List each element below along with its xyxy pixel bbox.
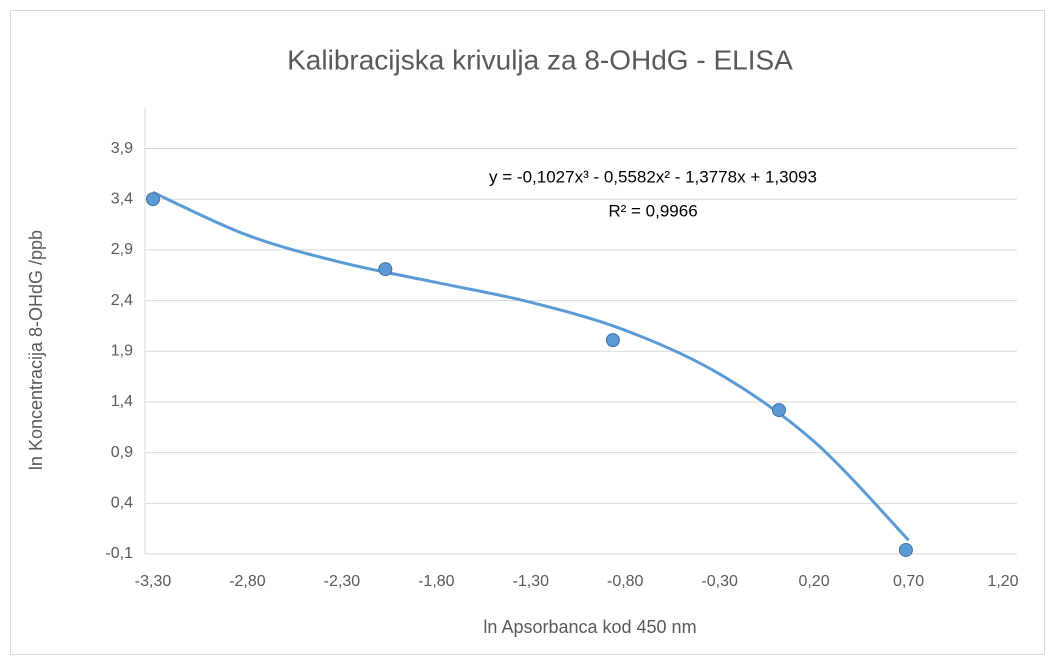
- y-tick-label: 1,9: [111, 342, 133, 359]
- x-tick-label: 1,20: [987, 573, 1018, 590]
- y-tick-label: 2,4: [111, 292, 133, 309]
- y-tick-label: 2,9: [111, 241, 133, 258]
- y-tick-label: 0,4: [111, 495, 133, 512]
- data-point: [146, 192, 160, 207]
- chart-title: Kalibracijska krivulja za 8-OHdG - ELISA: [287, 44, 793, 75]
- x-axis-label: ln Apsorbanca kod 450 nm: [483, 617, 696, 637]
- x-tick-label: -1,80: [418, 573, 455, 590]
- y-axis-label: ln Koncentracija 8-OHdG /ppb: [26, 230, 46, 470]
- data-point: [771, 403, 786, 418]
- x-tick-label: -0,80: [607, 573, 644, 590]
- x-tick-label: -3,30: [135, 573, 172, 590]
- trendline-equation: y = -0,1027x³ - 0,5582x² - 1,3778x + 1,3…: [489, 167, 817, 186]
- y-tick-label: 0,9: [111, 444, 133, 461]
- data-point: [605, 333, 620, 348]
- x-tick-label: -2,30: [324, 573, 361, 590]
- y-tick-label: 3,9: [111, 140, 133, 157]
- y-tick-label: 3,4: [111, 190, 133, 207]
- data-point: [378, 262, 393, 277]
- data-point: [898, 542, 913, 557]
- x-tick-label: 0,20: [799, 573, 830, 590]
- x-tick-label: 0,70: [893, 573, 924, 590]
- x-tick-label: -1,30: [513, 573, 550, 590]
- chart-frame: [10, 10, 1045, 655]
- y-tick-label: 1,4: [111, 393, 133, 410]
- r-squared: R² = 0,9966: [608, 201, 697, 220]
- y-tick-label: -0,1: [105, 545, 133, 562]
- x-tick-label: -0,30: [701, 573, 738, 590]
- trendline: [152, 190, 910, 542]
- x-tick-label: -2,80: [229, 573, 266, 590]
